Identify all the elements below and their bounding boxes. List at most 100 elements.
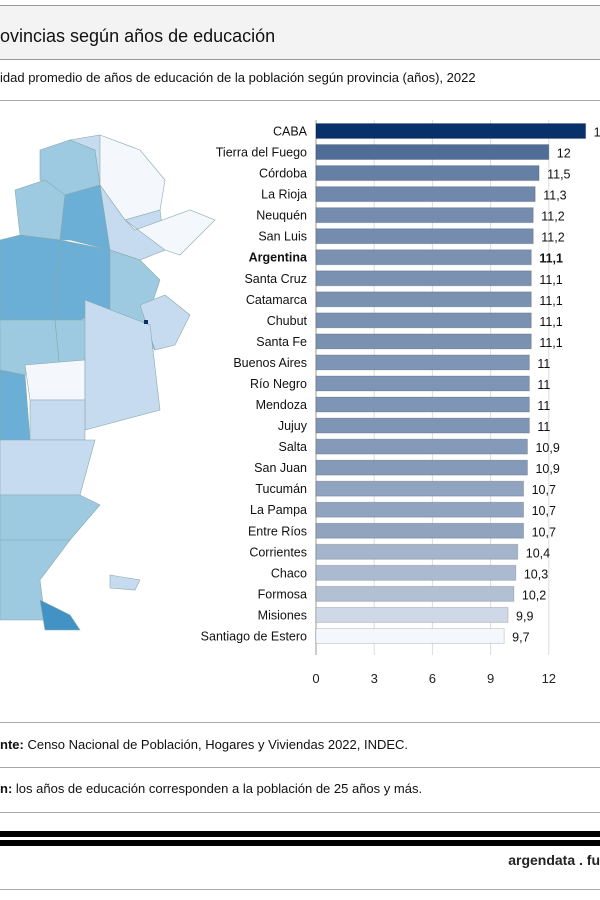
category-label: Tucumán	[255, 482, 307, 496]
data-label: 11	[537, 357, 550, 371]
data-label: 13	[594, 126, 600, 140]
x-tick-label: 3	[371, 671, 378, 686]
data-label: 10,2	[522, 588, 546, 602]
argentina-map	[0, 134, 216, 631]
divider	[0, 100, 600, 101]
map-region[interactable]	[59, 184, 111, 251]
category-label: Chubut	[267, 314, 308, 328]
bar[interactable]	[315, 354, 530, 371]
chart-subtitle: idad promedio de años de educación de la…	[0, 70, 476, 85]
category-label: Mendoza	[256, 398, 307, 412]
bar[interactable]	[315, 375, 530, 392]
bar[interactable]	[315, 228, 534, 245]
chart-title: ovincias según años de educación	[0, 26, 276, 46]
bar[interactable]	[315, 249, 532, 266]
bar[interactable]	[315, 396, 530, 413]
bar[interactable]	[315, 480, 525, 497]
x-tick-label: 12	[542, 671, 556, 686]
category-label: Jujuy	[278, 419, 308, 433]
category-label: Santa Fe	[256, 335, 307, 349]
title-band: ovincias según años de educación	[0, 5, 600, 60]
map-region[interactable]	[39, 599, 81, 631]
data-label: 11	[537, 378, 550, 392]
map-region[interactable]	[0, 439, 96, 496]
data-label: 11,2	[541, 231, 564, 245]
x-tick-label: 6	[429, 671, 436, 686]
bar[interactable]	[315, 459, 528, 476]
map-region[interactable]	[14, 179, 66, 241]
map-region[interactable]	[24, 359, 86, 401]
divider	[0, 722, 600, 723]
category-label: Río Negro	[250, 377, 307, 391]
category-label: Chaco	[271, 566, 307, 580]
source-text: Censo Nacional de Población, Hogares y V…	[23, 737, 409, 752]
category-label: Corrientes	[249, 545, 307, 559]
category-label: Santiago de Estero	[201, 629, 307, 643]
data-label: 12	[557, 147, 571, 161]
bar[interactable]	[315, 417, 530, 434]
bar[interactable]	[315, 207, 534, 224]
data-label: 10,7	[532, 525, 556, 539]
x-tick-label: 9	[487, 671, 494, 686]
category-label: Santa Cruz	[244, 272, 307, 286]
source-label: nte:	[0, 737, 24, 752]
category-label: Argentina	[249, 251, 308, 265]
data-label: 10,4	[526, 546, 550, 560]
category-label: Córdoba	[259, 167, 307, 181]
bar[interactable]	[315, 291, 532, 308]
bar[interactable]	[315, 123, 587, 139]
data-label: 11,1	[539, 294, 562, 308]
bar[interactable]	[315, 165, 540, 182]
bar[interactable]	[315, 186, 536, 203]
data-label: 10,7	[532, 483, 556, 497]
category-label: Neuquén	[256, 209, 307, 223]
map-region[interactable]	[109, 574, 141, 591]
method-note: n: los años de educación corresponden a …	[0, 781, 422, 796]
bar[interactable]	[315, 438, 528, 455]
category-label: Entre Ríos	[248, 524, 307, 538]
category-label: Tierra del Fuego	[216, 146, 307, 160]
bar[interactable]	[315, 564, 517, 581]
category-label: Misiones	[258, 608, 307, 622]
map-region[interactable]	[139, 294, 191, 351]
bar[interactable]	[315, 270, 532, 287]
category-label: La Pampa	[250, 503, 307, 517]
chart: CABA 13 Tierra del Fuego 12 Córdoba 11,5 La Ri…	[0, 120, 600, 686]
map-region[interactable]	[0, 539, 71, 621]
bar[interactable]	[315, 312, 532, 329]
data-label: 11	[537, 399, 550, 413]
brand-link[interactable]: argendata . fu	[508, 852, 600, 868]
source-note: nte: Censo Nacional de Población, Hogare…	[0, 737, 408, 752]
bar[interactable]	[315, 522, 525, 539]
map-region[interactable]	[124, 209, 216, 256]
footer-rule	[0, 831, 600, 837]
map-region[interactable]	[29, 399, 86, 441]
divider	[0, 812, 600, 813]
note-label: n:	[0, 781, 13, 796]
data-label: 10,7	[532, 504, 556, 518]
x-tick-label: 0	[312, 671, 319, 686]
data-label: 11,1	[539, 315, 562, 329]
bar[interactable]	[315, 333, 532, 350]
data-label: 11,3	[543, 189, 566, 203]
bar[interactable]	[315, 585, 515, 602]
bar[interactable]	[315, 606, 509, 623]
data-label: 10,9	[535, 441, 559, 455]
bar[interactable]	[315, 501, 525, 518]
map-region[interactable]	[0, 234, 61, 321]
map-region[interactable]	[0, 494, 101, 541]
category-label: CABA	[273, 125, 308, 139]
divider	[0, 767, 600, 768]
data-label: 11,2	[541, 210, 564, 224]
map-region-caba[interactable]	[144, 320, 148, 324]
bar[interactable]	[315, 627, 505, 644]
footer-rule	[0, 840, 600, 846]
data-label: 11,5	[547, 168, 570, 182]
category-label: San Juan	[254, 461, 307, 475]
map-region[interactable]	[0, 369, 31, 441]
category-label: La Rioja	[261, 188, 307, 202]
bar[interactable]	[315, 543, 519, 560]
data-label: 9,9	[516, 609, 533, 623]
map-region[interactable]	[84, 299, 161, 431]
bar[interactable]	[315, 144, 550, 161]
